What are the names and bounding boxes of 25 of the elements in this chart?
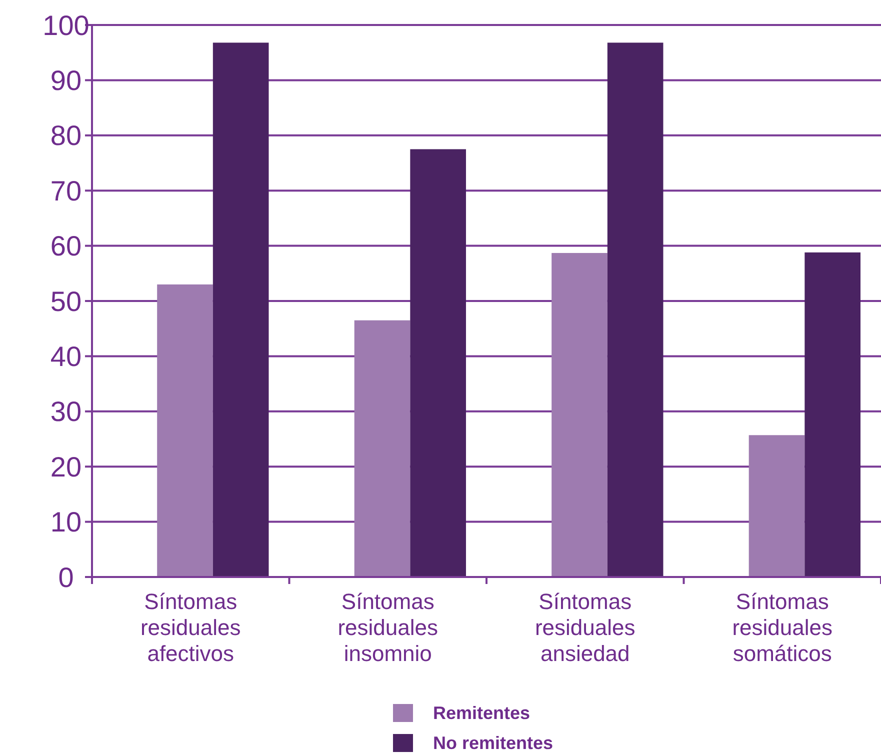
legend-label: Remitentes xyxy=(433,703,530,723)
y-tick-label: 40 xyxy=(50,341,82,372)
bar xyxy=(157,284,213,577)
y-tick-label: 0 xyxy=(58,562,74,593)
y-tick-label: 10 xyxy=(50,506,82,538)
bar xyxy=(748,435,805,577)
bar xyxy=(607,42,664,577)
y-tick-label: 30 xyxy=(50,396,82,428)
y-tick-label: 90 xyxy=(50,65,82,96)
bar xyxy=(354,320,410,577)
x-tick-label: Síntomas residuales ansiedad xyxy=(534,589,636,666)
x-tick-label: Síntomas residuales somáticos xyxy=(732,589,833,666)
x-tick-label: Síntomas residuales insomnio xyxy=(338,589,438,666)
bar xyxy=(212,42,269,577)
y-tick-label: 60 xyxy=(50,230,82,262)
y-tick-label: 50 xyxy=(50,286,82,317)
y-tick-label: 80 xyxy=(50,120,82,152)
bar xyxy=(804,252,860,577)
y-tick-label: 20 xyxy=(50,451,82,482)
y-tick-label: 70 xyxy=(50,175,82,206)
bar xyxy=(552,252,608,577)
y-tick-label: 100 xyxy=(42,10,90,41)
legend-label: No remitentes xyxy=(433,733,554,753)
x-tick-label: Síntomas residuales afectivos xyxy=(140,589,241,666)
bar xyxy=(410,149,466,577)
